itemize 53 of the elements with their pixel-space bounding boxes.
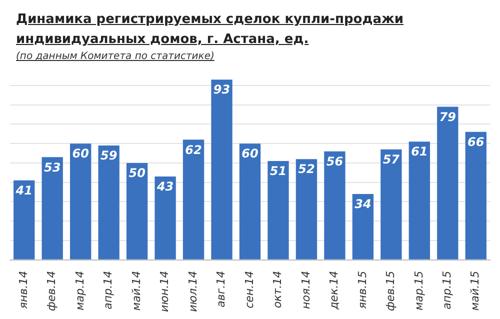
x-tick-label: май.15 xyxy=(468,270,482,311)
bar xyxy=(296,159,318,260)
bar xyxy=(239,144,261,260)
x-tick-label: апр.14 xyxy=(102,270,115,310)
data-label: 43 xyxy=(156,180,174,194)
bar xyxy=(352,194,374,260)
bar xyxy=(42,157,63,260)
data-label: 60 xyxy=(242,146,258,161)
x-tick-label: янв.14 xyxy=(16,270,30,309)
data-label: 56 xyxy=(326,154,344,168)
x-tick-label: авг.14 xyxy=(214,270,228,308)
data-label: 60 xyxy=(72,146,89,161)
bar xyxy=(154,176,176,260)
x-tick-label: апр.15 xyxy=(440,270,454,310)
x-tick-label: фев.14 xyxy=(45,270,58,312)
data-label: 62 xyxy=(185,142,202,157)
bar xyxy=(211,80,232,260)
bar xyxy=(126,162,148,260)
x-tick-label: фев.15 xyxy=(384,270,398,312)
data-label: 61 xyxy=(411,144,428,159)
data-label: 41 xyxy=(14,184,32,198)
x-tick-label: окт.14 xyxy=(271,270,284,308)
chart-title: Динамика регистрируемых сделок купли-продажи индивидуальных домов, г. Астана, ед. xyxy=(16,11,405,49)
bar xyxy=(437,106,458,260)
x-tick-label: июн.14 xyxy=(158,270,172,312)
bar xyxy=(268,161,289,260)
data-label: 93 xyxy=(213,82,230,97)
bar xyxy=(70,144,92,260)
data-label: 51 xyxy=(270,164,287,178)
data-label: 50 xyxy=(128,166,146,180)
bar xyxy=(380,149,402,260)
chart-subtitle: (по данным Комитета по статистике) xyxy=(16,51,214,62)
x-tick-label: ноя.14 xyxy=(299,270,312,309)
data-label: 79 xyxy=(439,110,456,124)
x-tick-label: янв.15 xyxy=(356,270,369,309)
data-label: 59 xyxy=(100,148,118,163)
data-label: 52 xyxy=(298,162,315,176)
bar xyxy=(14,180,35,260)
data-label: 57 xyxy=(382,152,400,167)
bar xyxy=(465,132,486,260)
x-tick-label: сен.14 xyxy=(242,270,256,308)
x-tick-label: июл.14 xyxy=(186,270,200,312)
x-tick-label: дек.14 xyxy=(328,270,341,310)
bar xyxy=(324,151,346,260)
bar xyxy=(98,146,120,260)
x-tick-label: мар.15 xyxy=(412,270,426,310)
bar xyxy=(182,140,204,260)
data-label: 66 xyxy=(468,135,484,150)
data-label: 34 xyxy=(354,197,372,212)
data-label: 53 xyxy=(44,160,61,174)
x-tick-label: май.14 xyxy=(130,270,143,311)
x-tick-label: мар.14 xyxy=(73,270,86,310)
bar xyxy=(408,142,430,260)
